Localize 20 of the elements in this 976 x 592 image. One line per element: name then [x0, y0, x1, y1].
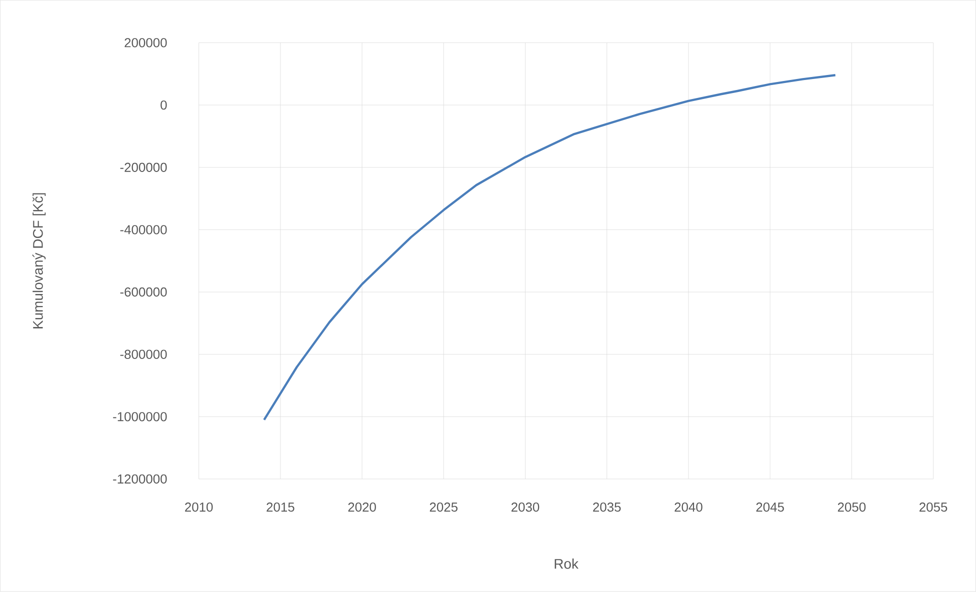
x-tick-label: 2050 [838, 502, 866, 512]
y-tick-label: -400000 [120, 225, 167, 234]
y-tick-label: 200000 [124, 38, 167, 48]
x-tick-label: 2035 [593, 502, 621, 512]
y-tick-label: -800000 [120, 350, 167, 360]
y-tick-label: 0 [160, 100, 167, 110]
x-tick-label: 2010 [185, 502, 213, 512]
x-tick-label: 2040 [674, 502, 702, 512]
x-tick-label: 2045 [756, 502, 784, 512]
x-tick-label: 2055 [920, 502, 948, 512]
y-tick-label: -200000 [120, 162, 167, 172]
y-tick-label: -600000 [120, 288, 167, 297]
y-tick-label: -1200000 [113, 474, 167, 484]
x-axis-title: Rok [554, 558, 578, 569]
x-tick-label: 2025 [430, 502, 458, 512]
y-axis-title: Kumulovaný DCF [Kč] [32, 193, 46, 328]
y-tick-label: -1000000 [113, 412, 167, 422]
x-tick-label: 2015 [266, 502, 294, 512]
x-tick-label: 2030 [511, 502, 540, 512]
x-tick-label: 2020 [348, 502, 376, 512]
